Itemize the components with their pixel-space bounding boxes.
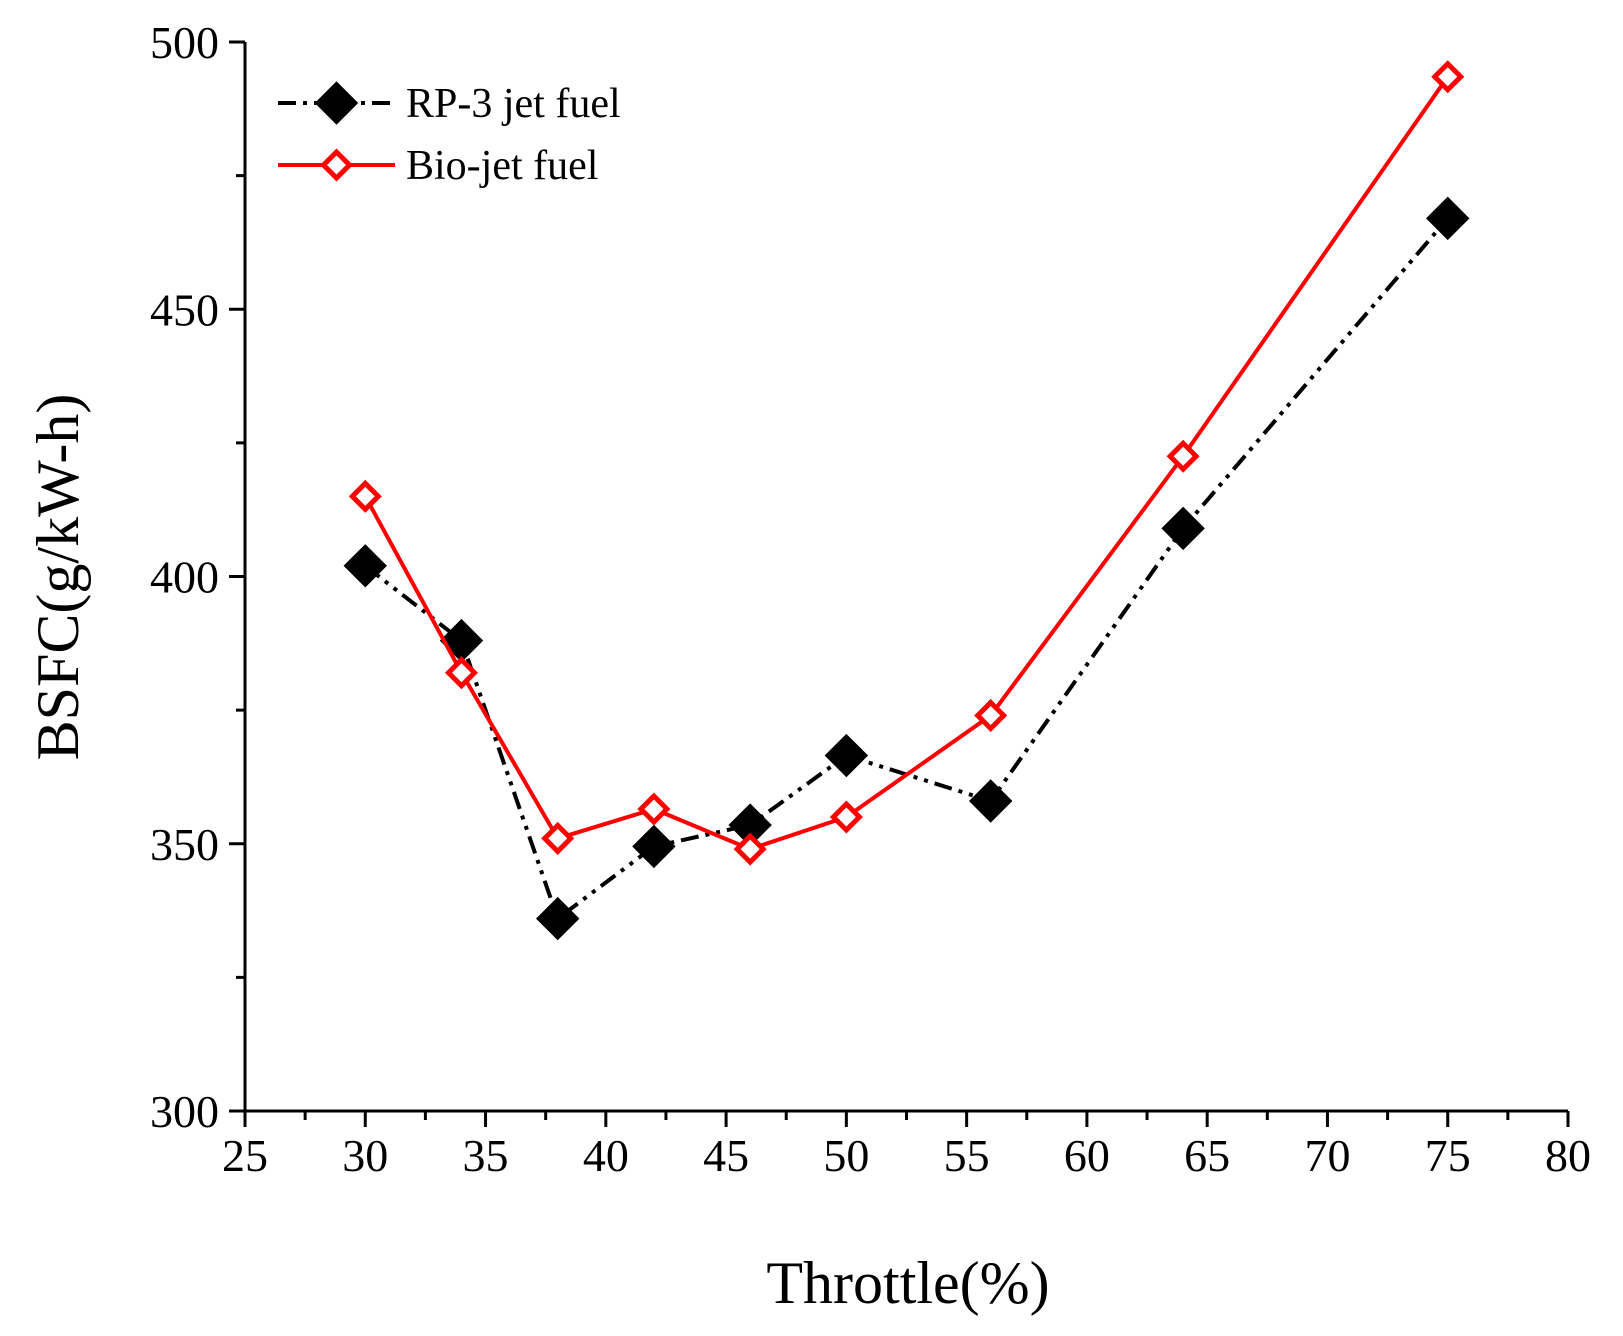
y-axis-title: BSFC(g/kW-h) bbox=[25, 394, 91, 761]
y-tick-label: 350 bbox=[150, 819, 219, 870]
y-tick-label: 400 bbox=[150, 552, 219, 603]
data-point bbox=[439, 618, 484, 663]
x-tick-label: 75 bbox=[1425, 1130, 1471, 1181]
data-point bbox=[536, 896, 580, 941]
data-point bbox=[348, 479, 382, 513]
x-tick-label: 45 bbox=[703, 1130, 749, 1181]
x-tick-label: 50 bbox=[823, 1130, 869, 1181]
data-point bbox=[824, 733, 869, 778]
data-point bbox=[632, 824, 676, 869]
x-tick-label: 40 bbox=[583, 1130, 629, 1181]
data-point bbox=[968, 779, 1013, 823]
data-point bbox=[444, 656, 479, 690]
x-axis-title: Throttle(%) bbox=[766, 1250, 1049, 1316]
data-point bbox=[974, 698, 1008, 733]
y-tick-label: 500 bbox=[150, 17, 219, 68]
y-tick-label: 450 bbox=[150, 284, 219, 335]
legend-marker bbox=[319, 148, 354, 182]
legend-marker bbox=[314, 81, 359, 125]
x-tick-label: 65 bbox=[1184, 1130, 1230, 1181]
data-point bbox=[541, 821, 575, 855]
x-tick-label: 70 bbox=[1304, 1130, 1350, 1181]
series-line bbox=[363, 75, 1450, 852]
x-tick-label: 35 bbox=[463, 1130, 509, 1181]
x-tick-label: 25 bbox=[222, 1130, 268, 1181]
axes: 25 30 35 40 45 50 55 60 65 70 75 80 300 350 400 450 500 bbox=[150, 17, 1591, 1181]
x-tick-label: 80 bbox=[1545, 1130, 1591, 1181]
x-tick-label: 30 bbox=[342, 1130, 388, 1181]
legend-label: RP-3 jet fuel bbox=[406, 81, 621, 127]
data-point bbox=[733, 832, 767, 866]
series-1 bbox=[348, 60, 1465, 866]
y-tick-label: 300 bbox=[150, 1086, 219, 1137]
legend: RP-3 jet fuel Bio-jet fuel bbox=[278, 81, 621, 189]
x-tick-label: 55 bbox=[944, 1130, 990, 1181]
x-tick-label: 60 bbox=[1064, 1130, 1110, 1181]
series-line bbox=[364, 217, 1450, 921]
data-point bbox=[1431, 60, 1465, 94]
series-0 bbox=[343, 196, 1470, 941]
data-point bbox=[343, 544, 387, 588]
legend-label: Bio-jet fuel bbox=[406, 143, 598, 189]
data-point bbox=[1426, 196, 1470, 241]
data-point bbox=[1166, 439, 1200, 473]
data-point bbox=[1161, 506, 1205, 551]
series-layer bbox=[343, 60, 1470, 941]
data-point bbox=[637, 792, 671, 826]
data-point bbox=[829, 800, 863, 834]
